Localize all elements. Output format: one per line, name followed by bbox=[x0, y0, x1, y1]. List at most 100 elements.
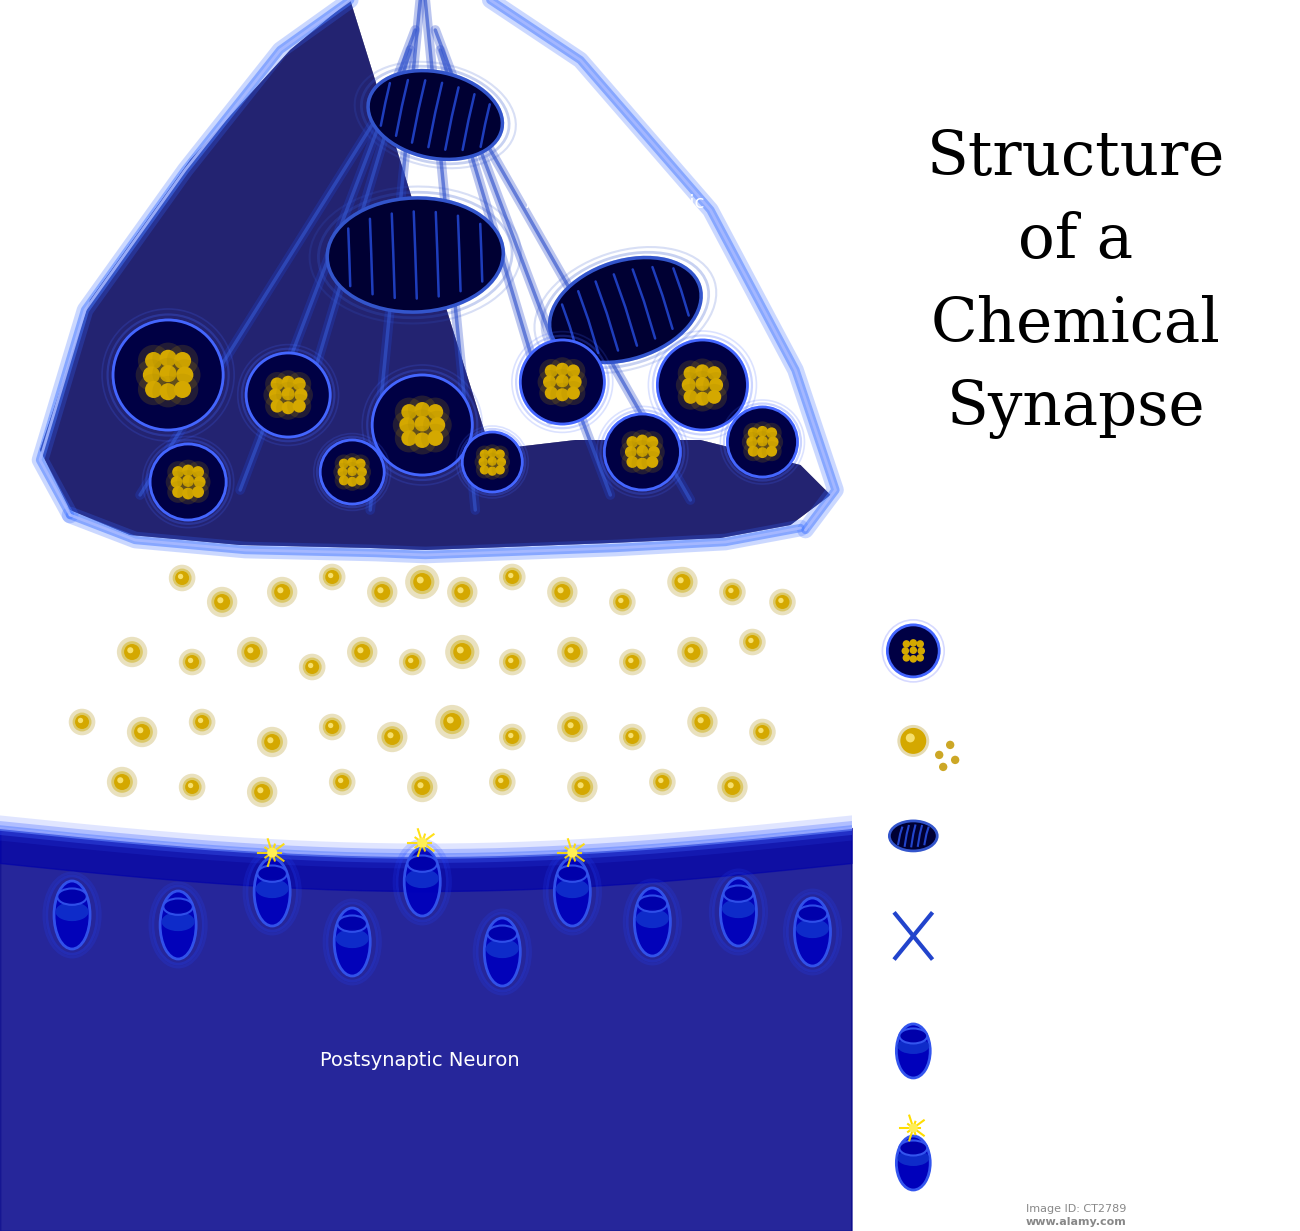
Circle shape bbox=[138, 728, 143, 734]
Circle shape bbox=[276, 371, 300, 394]
Circle shape bbox=[244, 644, 260, 660]
Circle shape bbox=[329, 768, 355, 795]
Circle shape bbox=[744, 441, 763, 462]
Circle shape bbox=[318, 714, 346, 740]
Circle shape bbox=[152, 358, 183, 389]
Circle shape bbox=[489, 768, 516, 795]
Circle shape bbox=[658, 340, 747, 430]
Circle shape bbox=[183, 652, 202, 671]
Circle shape bbox=[476, 446, 493, 463]
Circle shape bbox=[166, 345, 199, 377]
Circle shape bbox=[675, 574, 690, 590]
Circle shape bbox=[563, 371, 588, 394]
Circle shape bbox=[282, 375, 295, 389]
Circle shape bbox=[458, 587, 464, 593]
Circle shape bbox=[677, 636, 707, 667]
Circle shape bbox=[347, 457, 358, 468]
Circle shape bbox=[187, 462, 209, 483]
Circle shape bbox=[637, 458, 649, 469]
Circle shape bbox=[508, 732, 514, 739]
Circle shape bbox=[497, 458, 506, 467]
Ellipse shape bbox=[889, 821, 937, 851]
Circle shape bbox=[402, 404, 417, 420]
Circle shape bbox=[176, 571, 188, 585]
Text: Structure
of a
Chemical
Synapse: Structure of a Chemical Synapse bbox=[927, 128, 1225, 439]
Circle shape bbox=[621, 451, 644, 473]
Circle shape bbox=[174, 380, 191, 398]
Circle shape bbox=[351, 641, 373, 662]
Circle shape bbox=[740, 629, 766, 655]
Circle shape bbox=[939, 763, 948, 771]
Circle shape bbox=[554, 583, 571, 599]
Circle shape bbox=[558, 712, 588, 742]
Circle shape bbox=[568, 723, 573, 729]
Circle shape bbox=[689, 385, 715, 411]
Circle shape bbox=[632, 453, 654, 474]
Circle shape bbox=[558, 636, 588, 667]
Circle shape bbox=[757, 436, 768, 447]
Circle shape bbox=[688, 707, 718, 737]
Text: Postsynaptic Neuron: Postsynaptic Neuron bbox=[320, 1050, 520, 1070]
Text: Microtubules
of Cytoskeleton: Microtubules of Cytoskeleton bbox=[954, 916, 1083, 956]
Circle shape bbox=[627, 436, 638, 448]
Circle shape bbox=[75, 715, 90, 729]
Circle shape bbox=[696, 391, 710, 406]
Circle shape bbox=[138, 345, 169, 377]
Circle shape bbox=[619, 649, 646, 676]
Circle shape bbox=[745, 635, 759, 649]
Circle shape bbox=[641, 431, 663, 453]
Circle shape bbox=[264, 734, 281, 750]
Ellipse shape bbox=[556, 879, 589, 899]
Circle shape bbox=[567, 772, 598, 803]
Circle shape bbox=[725, 585, 740, 599]
Circle shape bbox=[265, 372, 289, 396]
Circle shape bbox=[351, 471, 369, 490]
Circle shape bbox=[488, 467, 497, 476]
Text: Neurotransmitter
Receptor Activated: Neurotransmitter Receptor Activated bbox=[954, 1142, 1113, 1183]
Circle shape bbox=[757, 447, 768, 458]
Circle shape bbox=[538, 371, 562, 394]
Circle shape bbox=[152, 342, 183, 374]
Circle shape bbox=[547, 577, 577, 607]
Circle shape bbox=[495, 776, 510, 789]
Circle shape bbox=[131, 721, 153, 742]
Ellipse shape bbox=[406, 869, 439, 888]
Circle shape bbox=[447, 716, 454, 724]
Circle shape bbox=[177, 483, 199, 505]
Circle shape bbox=[182, 464, 194, 476]
Circle shape bbox=[749, 719, 776, 745]
Circle shape bbox=[272, 581, 292, 603]
Circle shape bbox=[918, 648, 926, 655]
Ellipse shape bbox=[164, 899, 192, 915]
Circle shape bbox=[408, 395, 437, 425]
Circle shape bbox=[562, 382, 585, 405]
Circle shape bbox=[146, 352, 162, 369]
Circle shape bbox=[257, 787, 264, 793]
Circle shape bbox=[506, 655, 519, 668]
Circle shape bbox=[474, 453, 491, 470]
Circle shape bbox=[146, 380, 162, 398]
Circle shape bbox=[402, 431, 417, 446]
Text: Synaptic vesicle: Synaptic vesicle bbox=[954, 641, 1088, 660]
Circle shape bbox=[192, 467, 204, 478]
Circle shape bbox=[684, 644, 701, 660]
Circle shape bbox=[627, 455, 638, 468]
Circle shape bbox=[476, 462, 493, 479]
Circle shape bbox=[495, 449, 504, 459]
Circle shape bbox=[493, 453, 510, 470]
Ellipse shape bbox=[334, 908, 370, 976]
Circle shape bbox=[753, 421, 772, 442]
Circle shape bbox=[888, 625, 939, 677]
Circle shape bbox=[165, 471, 187, 492]
Circle shape bbox=[488, 457, 497, 467]
Circle shape bbox=[708, 378, 723, 391]
Circle shape bbox=[625, 730, 640, 744]
Circle shape bbox=[354, 644, 370, 660]
Circle shape bbox=[168, 462, 188, 483]
Circle shape bbox=[568, 375, 581, 389]
Circle shape bbox=[454, 643, 472, 661]
Circle shape bbox=[572, 777, 593, 798]
Circle shape bbox=[124, 644, 140, 660]
Circle shape bbox=[135, 359, 168, 390]
Circle shape bbox=[623, 652, 642, 671]
